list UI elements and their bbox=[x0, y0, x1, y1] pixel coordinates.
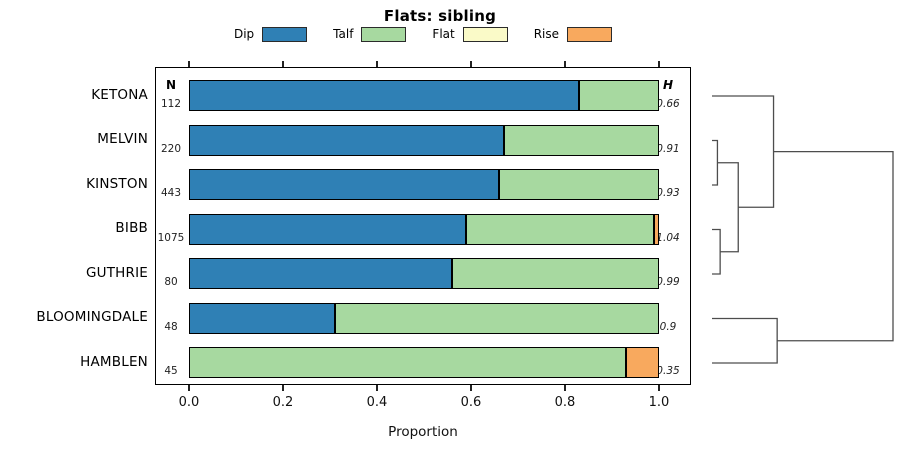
x-tick-label: 0.6 bbox=[460, 395, 482, 410]
row-label-bloomingdale: BLOOMINGDALE bbox=[36, 309, 148, 325]
stacked-bar-bibb bbox=[189, 213, 659, 245]
n-value: 48 bbox=[164, 320, 178, 333]
bar-segment-dip bbox=[189, 302, 335, 334]
bar-segment-talf bbox=[334, 302, 659, 334]
x-tick-bottom bbox=[564, 385, 566, 391]
legend-item-rise: Rise bbox=[533, 26, 613, 42]
bar-segment-dip bbox=[189, 124, 504, 156]
x-tick-top bbox=[282, 61, 284, 67]
bar-segment-dip bbox=[189, 80, 580, 111]
legend-item-flat: Flat bbox=[432, 26, 508, 42]
legend-swatch-dip bbox=[262, 26, 308, 42]
x-tick-top bbox=[658, 61, 660, 67]
h-value: 0.99 bbox=[656, 276, 680, 288]
n-value: 220 bbox=[160, 142, 182, 155]
x-tick-bottom bbox=[282, 385, 284, 391]
row-label-melvin: MELVIN bbox=[97, 131, 148, 147]
bar-segment-dip bbox=[189, 213, 467, 245]
h-value: 0.9 bbox=[659, 320, 677, 333]
bar-segment-dip bbox=[189, 169, 500, 200]
stacked-bar-ketona bbox=[189, 80, 659, 111]
stacked-bar-bloomingdale bbox=[189, 302, 659, 334]
row-label-hamblen: HAMBLEN bbox=[80, 353, 148, 370]
x-tick-top bbox=[470, 61, 472, 67]
x-tick-top bbox=[188, 61, 190, 67]
h-value: 0.91 bbox=[656, 142, 680, 155]
x-tick-top bbox=[376, 61, 378, 67]
bar-segment-talf bbox=[499, 169, 659, 200]
legend-label: Rise bbox=[533, 27, 560, 41]
n-value: 443 bbox=[160, 187, 182, 199]
legend-label: Dip bbox=[233, 27, 255, 41]
x-tick-label: 1.0 bbox=[648, 395, 670, 410]
x-axis-label: Proportion bbox=[388, 424, 458, 440]
legend-swatch-flat bbox=[462, 26, 508, 42]
bar-segment-talf bbox=[503, 124, 659, 156]
bar-segment-talf bbox=[452, 258, 659, 289]
x-tick-bottom bbox=[470, 385, 472, 391]
stacked-bar-hamblen bbox=[189, 347, 659, 378]
legend-swatch-rise bbox=[567, 26, 613, 42]
bar-segment-rise bbox=[654, 213, 659, 245]
n-value: 45 bbox=[164, 365, 178, 377]
column-header-h: H bbox=[662, 78, 674, 92]
bar-segment-rise bbox=[626, 347, 659, 378]
x-tick-label: 0.4 bbox=[366, 395, 388, 410]
bar-segment-talf bbox=[189, 347, 627, 378]
x-tick-bottom bbox=[188, 385, 190, 391]
column-header-n: N bbox=[165, 78, 177, 92]
plot-frame bbox=[155, 67, 691, 385]
row-label-ketona: KETONA bbox=[91, 86, 148, 103]
x-tick-top bbox=[564, 61, 566, 67]
x-tick-label: 0.8 bbox=[554, 395, 576, 410]
bar-segment-talf bbox=[579, 80, 659, 111]
h-value: 0.35 bbox=[656, 365, 680, 377]
row-label-bibb: BIBB bbox=[115, 220, 148, 236]
x-tick-label: 0.2 bbox=[272, 395, 294, 410]
row-label-kinston: KINSTON bbox=[86, 175, 148, 192]
x-tick-label: 0.0 bbox=[178, 395, 200, 410]
bar-segment-talf bbox=[466, 213, 655, 245]
legend-item-dip: Dip bbox=[233, 26, 308, 42]
h-value: 1.04 bbox=[656, 231, 680, 244]
n-value: 1075 bbox=[157, 231, 185, 244]
n-value: 112 bbox=[160, 98, 182, 110]
bar-segment-dip bbox=[189, 258, 453, 289]
legend-label: Talf bbox=[333, 27, 354, 41]
stacked-bar-melvin bbox=[189, 124, 659, 156]
chart-legend: Dip Talf Flat Rise bbox=[155, 25, 691, 43]
legend-item-talf: Talf bbox=[333, 26, 407, 42]
n-value: 80 bbox=[164, 276, 178, 288]
x-tick-bottom bbox=[376, 385, 378, 391]
stacked-bar-kinston bbox=[189, 169, 659, 200]
row-label-guthrie: GUTHRIE bbox=[85, 264, 148, 281]
h-value: 0.93 bbox=[656, 187, 680, 199]
x-tick-bottom bbox=[658, 385, 660, 391]
stacked-bar-guthrie bbox=[189, 258, 659, 289]
legend-label: Flat bbox=[432, 27, 455, 41]
chart-title: Flats: sibling bbox=[383, 7, 497, 25]
legend-swatch-talf bbox=[361, 26, 407, 42]
h-value: 0.66 bbox=[656, 98, 680, 110]
dendrogram-links bbox=[712, 95, 894, 364]
